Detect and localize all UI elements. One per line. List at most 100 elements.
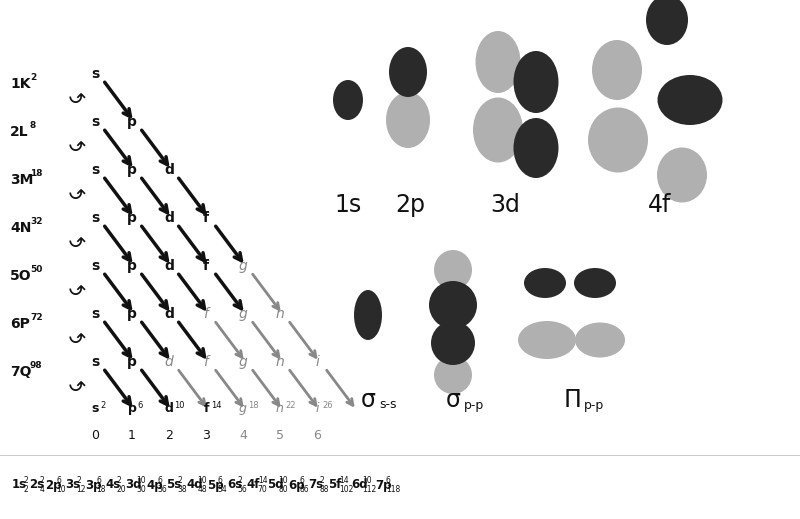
Text: 2: 2 (40, 476, 45, 485)
Text: ↶: ↶ (68, 84, 86, 104)
Text: ↶: ↶ (68, 372, 86, 392)
Text: f: f (203, 259, 209, 273)
Text: 118: 118 (386, 485, 400, 494)
Text: 4p: 4p (146, 479, 163, 491)
Text: s: s (91, 115, 99, 129)
Text: 6d: 6d (351, 479, 368, 491)
Text: 4N: 4N (10, 221, 31, 235)
Text: 7Q: 7Q (10, 365, 31, 379)
Text: ↶: ↶ (68, 228, 86, 248)
Text: 2: 2 (23, 476, 28, 485)
Ellipse shape (588, 107, 648, 172)
Text: s-s: s-s (379, 399, 397, 412)
Text: 56: 56 (238, 485, 247, 494)
Text: 1: 1 (128, 429, 136, 442)
Text: σ: σ (361, 388, 375, 412)
Text: 4: 4 (40, 485, 45, 494)
Text: 8: 8 (30, 121, 36, 130)
Text: ↶: ↶ (68, 324, 86, 344)
Ellipse shape (518, 321, 576, 359)
Text: 5: 5 (276, 429, 284, 442)
Ellipse shape (646, 0, 688, 45)
Text: 50: 50 (30, 266, 42, 275)
Text: 18: 18 (97, 485, 106, 494)
Text: 3p: 3p (86, 479, 102, 491)
Text: d: d (165, 355, 174, 369)
Text: 2: 2 (117, 476, 122, 485)
Text: 6P: 6P (10, 317, 30, 331)
Ellipse shape (524, 268, 566, 298)
Text: 2s: 2s (29, 479, 44, 491)
Text: 0: 0 (91, 429, 99, 442)
Ellipse shape (431, 321, 475, 365)
Text: 3M: 3M (10, 173, 34, 187)
Ellipse shape (574, 268, 616, 298)
Text: 10: 10 (57, 485, 66, 494)
Text: 5d: 5d (267, 479, 284, 491)
Text: 6: 6 (157, 476, 162, 485)
Text: 22: 22 (285, 401, 295, 410)
Text: s: s (91, 355, 99, 369)
Text: 14: 14 (339, 476, 349, 485)
Text: 38: 38 (178, 485, 187, 494)
Text: f: f (203, 307, 209, 321)
Text: 102: 102 (339, 485, 354, 494)
Text: 4s: 4s (106, 479, 121, 491)
Ellipse shape (389, 47, 427, 97)
Text: s: s (91, 211, 99, 225)
Text: 14: 14 (258, 476, 267, 485)
Text: 2p: 2p (395, 193, 425, 217)
Text: 5p: 5p (206, 479, 223, 491)
Text: d: d (164, 259, 174, 273)
Text: 88: 88 (319, 485, 329, 494)
Text: 6: 6 (137, 401, 142, 410)
Text: σ: σ (446, 388, 461, 412)
Text: 26: 26 (322, 401, 333, 410)
Text: 3s: 3s (66, 479, 81, 491)
Text: h: h (276, 402, 284, 415)
Text: 70: 70 (258, 485, 267, 494)
Text: 4d: 4d (186, 479, 203, 491)
Text: p: p (127, 115, 137, 129)
Text: 5O: 5O (10, 269, 32, 283)
Text: ↶: ↶ (68, 180, 86, 200)
Text: i: i (315, 355, 319, 369)
Ellipse shape (592, 40, 642, 100)
Text: f: f (203, 402, 209, 415)
Text: 80: 80 (278, 485, 288, 494)
Text: 2: 2 (30, 74, 36, 83)
Text: 6: 6 (57, 476, 62, 485)
Text: p: p (127, 402, 137, 415)
Text: 18: 18 (248, 401, 258, 410)
Text: Π: Π (564, 388, 582, 412)
Text: 72: 72 (30, 313, 42, 322)
Text: g: g (238, 307, 247, 321)
Text: s: s (91, 402, 98, 415)
Text: p: p (127, 307, 137, 321)
Text: 112: 112 (362, 485, 377, 494)
Text: 98: 98 (30, 362, 42, 371)
Ellipse shape (354, 290, 382, 340)
Text: 30: 30 (137, 485, 146, 494)
Text: 10: 10 (362, 476, 372, 485)
Text: 1s: 1s (334, 193, 362, 217)
Ellipse shape (658, 75, 722, 125)
Text: 5s: 5s (166, 479, 182, 491)
Text: 4: 4 (239, 429, 247, 442)
Ellipse shape (473, 98, 523, 162)
Text: 2: 2 (100, 401, 106, 410)
Ellipse shape (657, 147, 707, 202)
Text: 2: 2 (165, 429, 173, 442)
Text: p: p (127, 211, 137, 225)
Text: s: s (91, 259, 99, 273)
Text: 4f: 4f (246, 479, 260, 491)
Text: 2: 2 (319, 476, 324, 485)
Text: g: g (239, 402, 247, 415)
Text: 2: 2 (178, 476, 182, 485)
Text: 6p: 6p (288, 479, 305, 491)
Text: 18: 18 (30, 170, 42, 179)
Ellipse shape (434, 250, 472, 290)
Text: p: p (127, 355, 137, 369)
Text: d: d (164, 163, 174, 177)
Text: 10: 10 (137, 476, 146, 485)
